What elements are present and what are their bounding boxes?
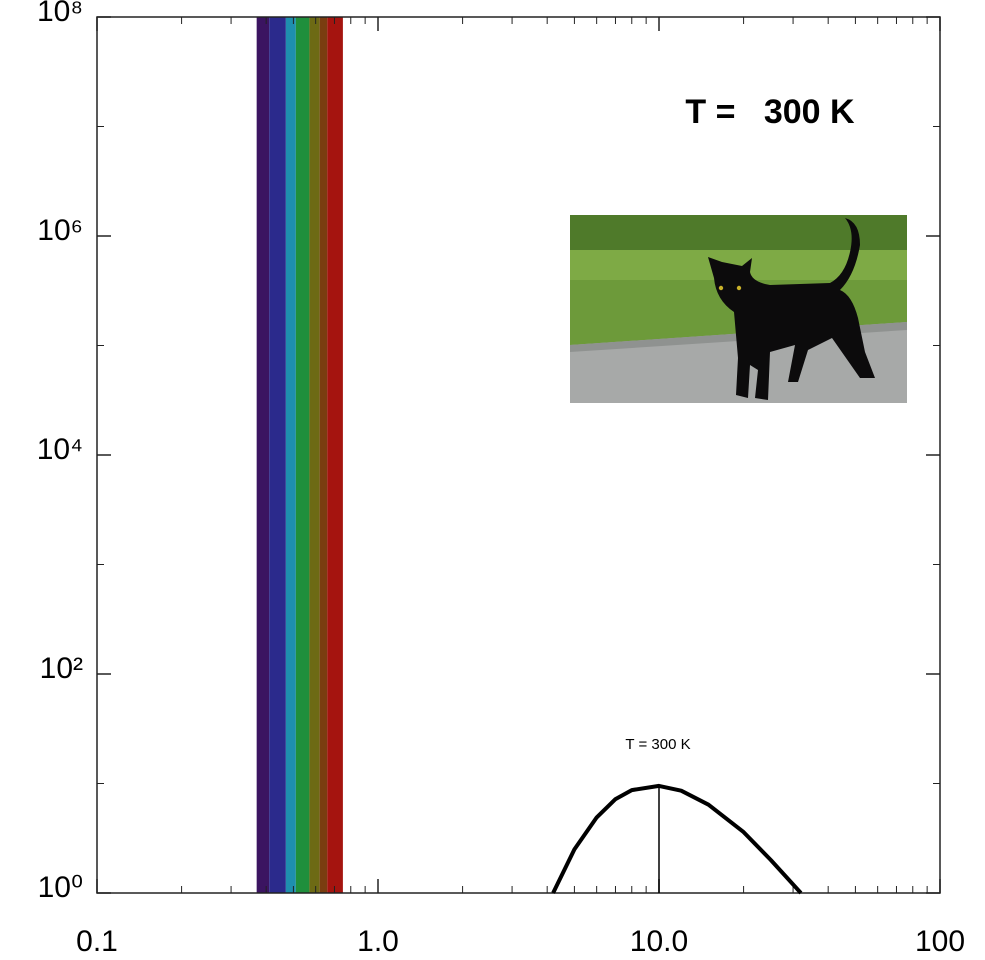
y-tick-label: 10⁴ <box>37 433 83 466</box>
band <box>327 17 343 893</box>
y-tick-label: 10⁸ <box>37 0 83 28</box>
y-tick-label: 10² <box>40 652 83 685</box>
band <box>269 17 286 893</box>
x-tick-label: 1.0 <box>357 925 399 958</box>
x-tick-label: 10.0 <box>630 925 688 958</box>
y-tick-label: 10⁶ <box>37 214 83 247</box>
cat-photo <box>570 215 907 403</box>
band <box>309 17 320 893</box>
y-tick-label: 10⁰ <box>38 871 83 904</box>
x-tick-label: 0.1 <box>76 925 118 958</box>
chart-title: T = 300 K <box>685 93 855 131</box>
axes: 0.1 1.0 10.0 100 10⁰ 10² 10⁴ 10⁶ 10⁸ <box>37 0 965 958</box>
x-tick-label: 100 <box>915 925 965 958</box>
annotation: T = 300 K <box>625 736 690 753</box>
band <box>295 17 310 893</box>
visible-bands <box>256 17 343 893</box>
curve <box>551 783 803 895</box>
band <box>285 17 296 893</box>
band <box>256 17 270 893</box>
band <box>319 17 328 893</box>
